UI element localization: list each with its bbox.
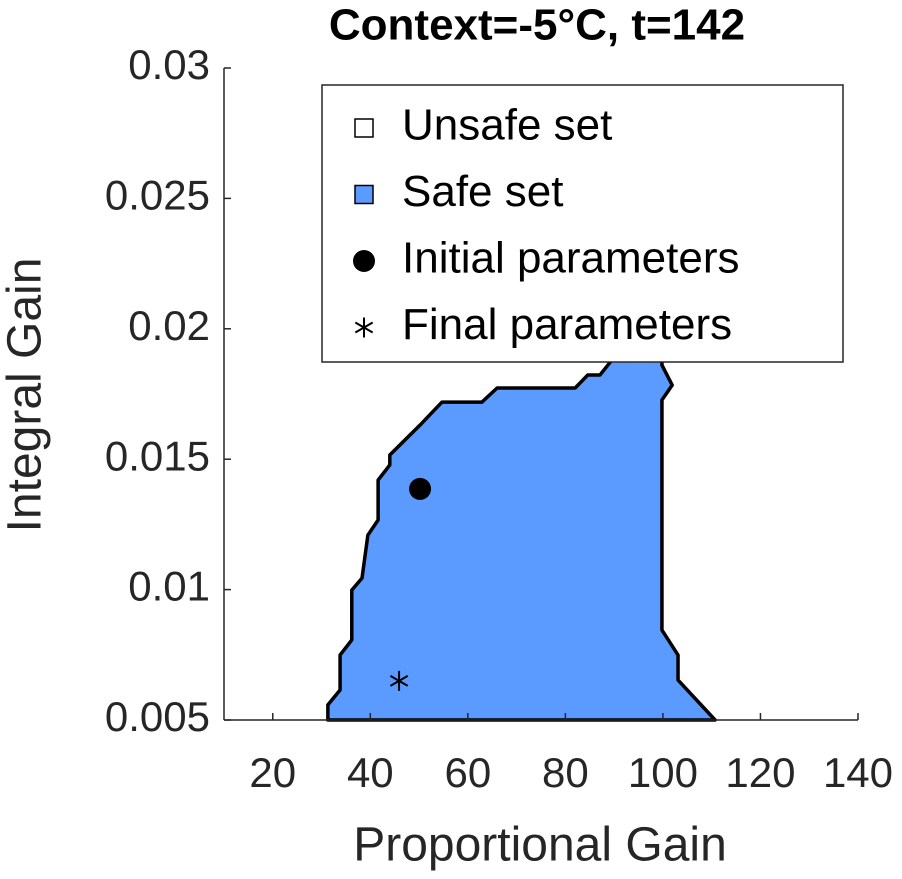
x-tick-label: 80 bbox=[542, 749, 589, 796]
legend-box bbox=[321, 84, 844, 363]
legend-swatch bbox=[354, 118, 374, 138]
y-tick-label: 0.005 bbox=[105, 693, 210, 740]
x-tick-label: 60 bbox=[444, 749, 491, 796]
x-tick-label: 40 bbox=[347, 749, 394, 796]
x-tick-label: 20 bbox=[249, 749, 296, 796]
legend-marker bbox=[354, 317, 374, 338]
y-tick-label: 0.015 bbox=[105, 432, 210, 479]
legend-label: Safe set bbox=[402, 167, 563, 216]
x-axis-label: Proportional Gain bbox=[353, 819, 727, 872]
y-tick-label: 0.03 bbox=[128, 41, 210, 88]
y-tick-label: 0.02 bbox=[128, 302, 210, 349]
legend-label: Initial parameters bbox=[402, 234, 739, 283]
x-tick-label: 140 bbox=[823, 749, 893, 796]
legend-label: Unsafe set bbox=[402, 101, 612, 150]
safe-region bbox=[326, 328, 717, 722]
chart-title: Context=-5°C, t=142 bbox=[329, 1, 745, 50]
data-point bbox=[409, 477, 432, 500]
data-point bbox=[389, 670, 409, 691]
legend-swatch bbox=[354, 184, 374, 205]
legend: Unsafe set Safe set Initial parameters Fina… bbox=[321, 84, 844, 363]
y-tick-label: 0.01 bbox=[128, 563, 210, 610]
y-tick-label: 0.025 bbox=[105, 171, 210, 218]
x-tick-label: 120 bbox=[725, 749, 795, 796]
y-axis-label: Integral Gain bbox=[0, 258, 52, 533]
x-tick-label: 100 bbox=[628, 749, 698, 796]
legend-label: Final parameters bbox=[402, 300, 732, 349]
legend-marker bbox=[353, 250, 375, 272]
